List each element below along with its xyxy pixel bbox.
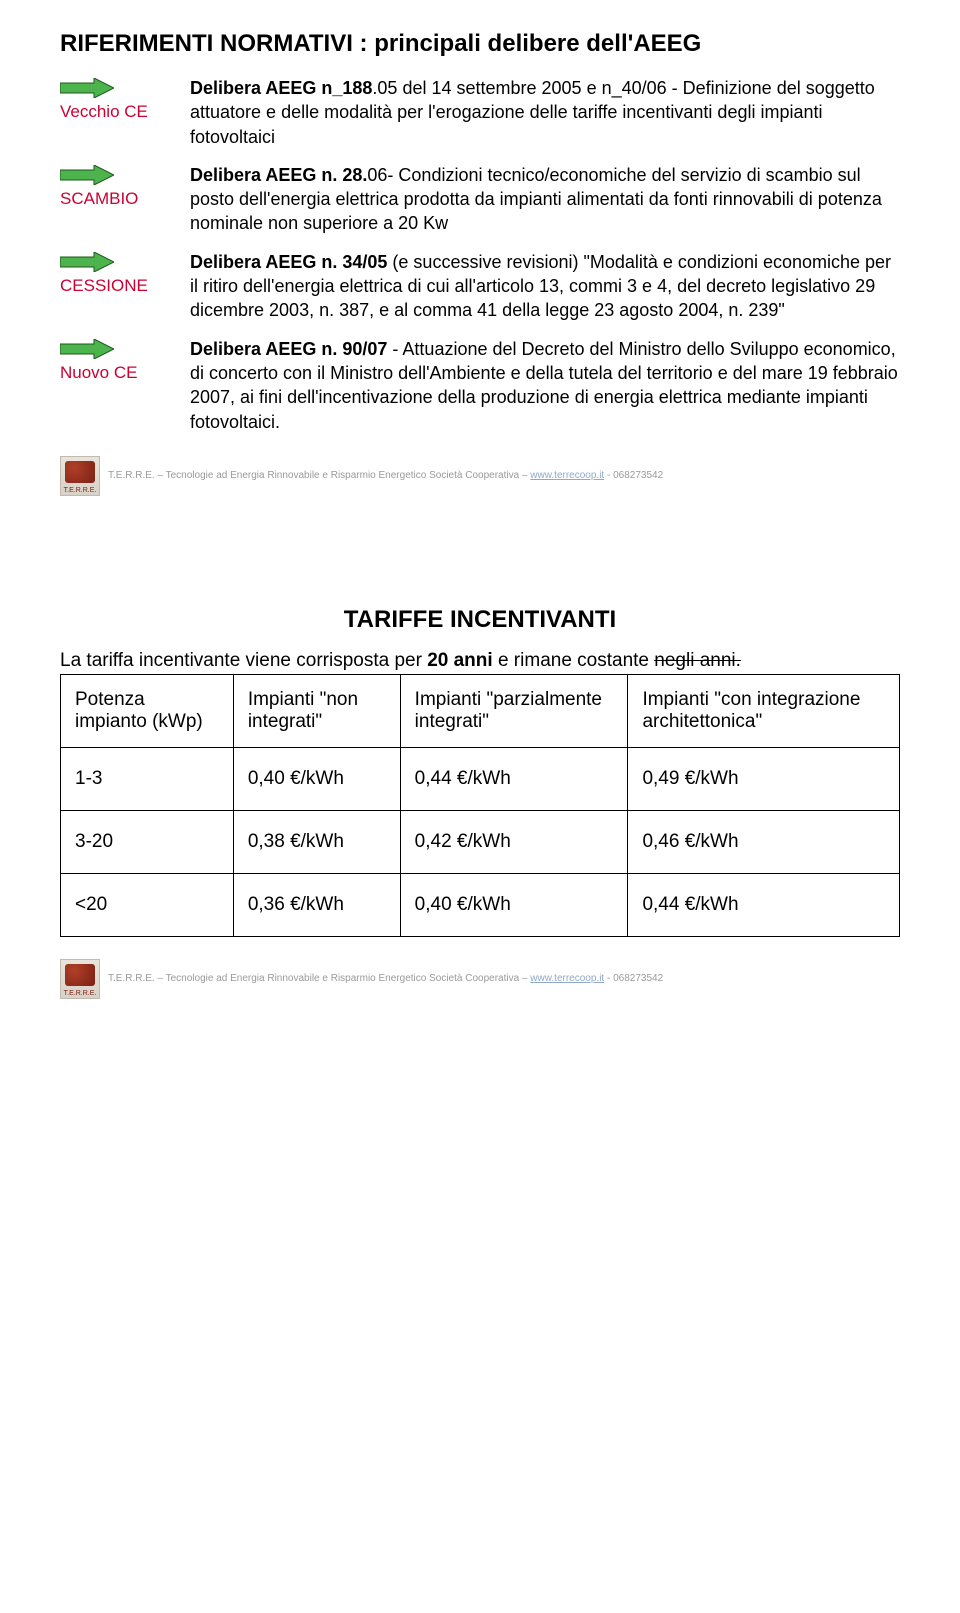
table-cell: 0,44 €/kWh — [400, 747, 628, 810]
table-row: 1-30,40 €/kWh0,44 €/kWh0,49 €/kWh — [61, 747, 900, 810]
footer-link[interactable]: www.terrecoop.it — [530, 973, 604, 984]
row-left: Nuovo CE — [60, 337, 190, 383]
table-header-cell: Impianti "con integrazione architettonic… — [628, 674, 900, 747]
table-row: 3-200,38 €/kWh0,42 €/kWh0,46 €/kWh — [61, 810, 900, 873]
delibera-row: Vecchio CE Delibera AEEG n_188.05 del 14 … — [60, 76, 900, 149]
footer-text: T.E.R.R.E. – Tecnologie ad Energia Rinno… — [108, 470, 663, 481]
page-title: RIFERIMENTI NORMATIVI : principali delib… — [60, 30, 900, 58]
page-normative: RIFERIMENTI NORMATIVI : principali delib… — [0, 0, 960, 536]
delibera-row: Nuovo CE Delibera AEEG n. 90/07 - Attuazi… — [60, 337, 900, 434]
table-header-cell: Potenza impianto (kWp) — [61, 674, 234, 747]
table-header-cell: Impianti "parzialmente integrati" — [400, 674, 628, 747]
tariffe-title: TARIFFE INCENTIVANTI — [60, 606, 900, 634]
delibera-lead: Delibera AEEG n. 28. — [190, 165, 367, 185]
arrow-icon — [60, 252, 114, 272]
table-cell: 0,36 €/kWh — [233, 873, 400, 936]
arrow-icon — [60, 78, 114, 98]
row-left: CESSIONE — [60, 250, 190, 296]
table-cell: <20 — [61, 873, 234, 936]
table-cell: 0,46 €/kWh — [628, 810, 900, 873]
table-header-row: Potenza impianto (kWp)Impianti "non inte… — [61, 674, 900, 747]
row-body: Delibera AEEG n. 90/07 - Attuazione del … — [190, 337, 900, 434]
arrow-icon — [60, 339, 114, 359]
table-cell: 0,40 €/kWh — [233, 747, 400, 810]
row-label: Vecchio CE — [60, 102, 148, 122]
table-cell: 0,42 €/kWh — [400, 810, 628, 873]
row-label: CESSIONE — [60, 276, 148, 296]
footer-text: T.E.R.R.E. – Tecnologie ad Energia Rinno… — [108, 973, 663, 984]
table-header-cell: Impianti "non integrati" — [233, 674, 400, 747]
row-left: Vecchio CE — [60, 76, 190, 122]
footer-link[interactable]: www.terrecoop.it — [530, 470, 604, 481]
footer-logo-icon: T.E.R.R.E. — [60, 959, 100, 999]
row-body: Delibera AEEG n_188.05 del 14 settembre … — [190, 76, 900, 149]
page-footer: T.E.R.R.E. T.E.R.R.E. – Tecnologie ad En… — [60, 959, 900, 999]
row-label: Nuovo CE — [60, 363, 137, 383]
footer-logo-icon: T.E.R.R.E. — [60, 456, 100, 496]
table-cell: 1-3 — [61, 747, 234, 810]
page-footer: T.E.R.R.E. T.E.R.R.E. – Tecnologie ad En… — [60, 456, 900, 496]
tariffe-lead: La tariffa incentivante viene corrispost… — [60, 648, 900, 674]
table-row: <200,36 €/kWh0,40 €/kWh0,44 €/kWh — [61, 873, 900, 936]
table-cell: 0,49 €/kWh — [628, 747, 900, 810]
delibera-row: CESSIONE Delibera AEEG n. 34/05 (e succes… — [60, 250, 900, 323]
tariffe-table: Potenza impianto (kWp)Impianti "non inte… — [60, 674, 900, 937]
row-body: Delibera AEEG n. 34/05 (e successive rev… — [190, 250, 900, 323]
table-cell: 3-20 — [61, 810, 234, 873]
arrow-icon — [60, 165, 114, 185]
rows-container: Vecchio CE Delibera AEEG n_188.05 del 14 … — [60, 76, 900, 434]
table-cell: 0,44 €/kWh — [628, 873, 900, 936]
row-left: SCAMBIO — [60, 163, 190, 209]
table-cell: 0,38 €/kWh — [233, 810, 400, 873]
table-cell: 0,40 €/kWh — [400, 873, 628, 936]
delibera-row: SCAMBIO Delibera AEEG n. 28.06- Condizion… — [60, 163, 900, 236]
delibera-lead: Delibera AEEG n. 90/07 — [190, 339, 387, 359]
row-body: Delibera AEEG n. 28.06- Condizioni tecni… — [190, 163, 900, 236]
row-label: SCAMBIO — [60, 189, 138, 209]
page-tariffe: TARIFFE INCENTIVANTI La tariffa incentiv… — [0, 536, 960, 1039]
delibera-lead: Delibera AEEG n. 34/05 — [190, 252, 387, 272]
delibera-lead: Delibera AEEG n_188 — [190, 78, 372, 98]
